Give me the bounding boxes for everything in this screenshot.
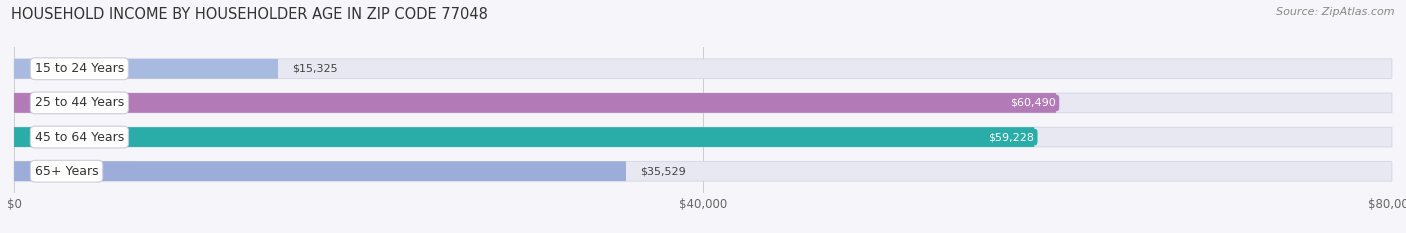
FancyBboxPatch shape xyxy=(14,161,626,181)
Text: $15,325: $15,325 xyxy=(292,64,337,74)
Text: 65+ Years: 65+ Years xyxy=(35,165,98,178)
Text: $59,228: $59,228 xyxy=(988,132,1035,142)
Text: 45 to 64 Years: 45 to 64 Years xyxy=(35,130,124,144)
Text: 15 to 24 Years: 15 to 24 Years xyxy=(35,62,124,75)
FancyBboxPatch shape xyxy=(14,127,1392,147)
Text: $60,490: $60,490 xyxy=(1010,98,1056,108)
FancyBboxPatch shape xyxy=(14,127,1035,147)
FancyBboxPatch shape xyxy=(14,59,278,79)
Text: $35,529: $35,529 xyxy=(640,166,686,176)
Text: 25 to 44 Years: 25 to 44 Years xyxy=(35,96,124,110)
FancyBboxPatch shape xyxy=(14,93,1056,113)
FancyBboxPatch shape xyxy=(14,93,1392,113)
Text: Source: ZipAtlas.com: Source: ZipAtlas.com xyxy=(1277,7,1395,17)
Text: HOUSEHOLD INCOME BY HOUSEHOLDER AGE IN ZIP CODE 77048: HOUSEHOLD INCOME BY HOUSEHOLDER AGE IN Z… xyxy=(11,7,488,22)
FancyBboxPatch shape xyxy=(14,161,1392,181)
FancyBboxPatch shape xyxy=(14,59,1392,79)
